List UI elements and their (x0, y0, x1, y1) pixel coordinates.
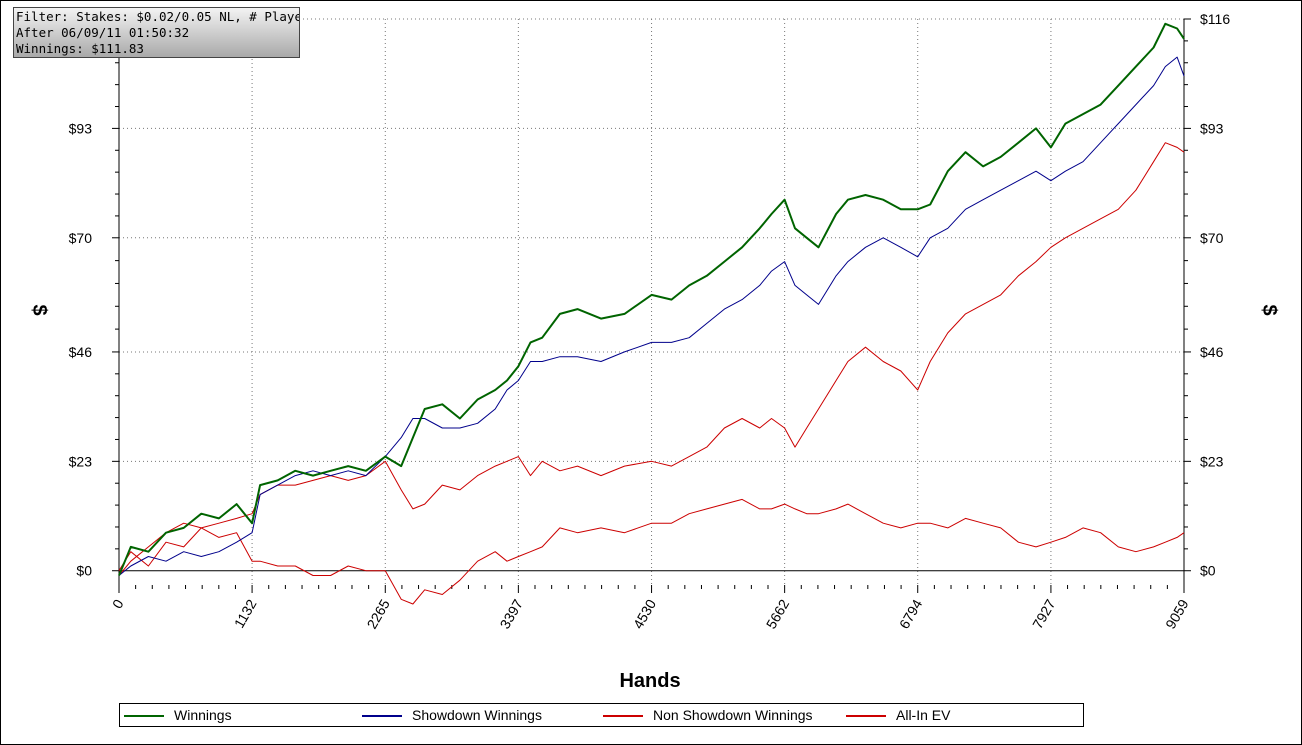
legend-label-non-showdown: Non Showdown Winnings (653, 707, 813, 723)
x-tick-label: 2265 (363, 596, 393, 631)
x-tick-label: 4530 (630, 596, 660, 631)
y-tick-label-right: $93 (1200, 120, 1224, 136)
filter-line: Filter: Stakes: $0.02/0.05 NL, # Players (16, 9, 300, 24)
x-tick-label: 0 (109, 596, 127, 611)
series-line-all-in-ev (118, 142, 1185, 576)
y-tick-label-right: $23 (1200, 453, 1224, 469)
y-tick-label-left: $0 (76, 563, 92, 579)
series-line-non-showdown-winnings (118, 498, 1185, 605)
legend: Winnings Showdown Winnings Non Showdown … (119, 703, 1084, 727)
y-tick-label-right: $116 (1200, 11, 1230, 27)
legend-swatch-showdown (362, 715, 402, 717)
series-line-winnings (118, 22, 1185, 576)
legend-swatch-allin-ev (846, 715, 886, 717)
x-tick-label: 6794 (896, 596, 926, 631)
y-axis-title-left: $ (28, 304, 50, 315)
legend-label-winnings: Winnings (174, 707, 232, 723)
y-tick-label-left: $46 (69, 344, 93, 360)
y-axis-title-right: $ (1258, 304, 1280, 315)
grid-layer (119, 18, 1184, 585)
legend-label-showdown: Showdown Winnings (412, 707, 542, 723)
y-tick-label-right: $0 (1200, 563, 1216, 579)
x-tick-label: 5662 (763, 596, 793, 631)
x-tick-label: 1132 (231, 596, 260, 630)
x-axis-title: Hands (619, 670, 680, 692)
legend-label-allin-ev: All-In EV (896, 707, 951, 723)
axis-layer: 0 1132 2265 3397 4530 5662 6794 7927 9059 $0 $0 $23… (62, 11, 1230, 631)
series-line-showdown-winnings (118, 56, 1185, 576)
x-tick-label: 3397 (497, 596, 527, 631)
legend-swatch-non-showdown (603, 715, 643, 717)
date-line: After 06/09/11 01:50:32 (16, 25, 190, 40)
legend-swatch-winnings (124, 715, 164, 717)
y-tick-label-left: $23 (69, 453, 93, 469)
x-tick-label: 7927 (1029, 596, 1059, 631)
winnings-line: Winnings: $111.83 (16, 41, 144, 56)
y-tick-label-right: $70 (1200, 230, 1224, 246)
filter-info-box: Filter: Stakes: $0.02/0.05 NL, # Players… (13, 7, 300, 58)
x-tick-label: 9059 (1162, 596, 1192, 631)
series-layer (118, 22, 1185, 605)
y-tick-label-left: $93 (69, 120, 93, 136)
y-tick-label-right: $46 (1200, 344, 1224, 360)
y-tick-label-left: $70 (69, 230, 93, 246)
